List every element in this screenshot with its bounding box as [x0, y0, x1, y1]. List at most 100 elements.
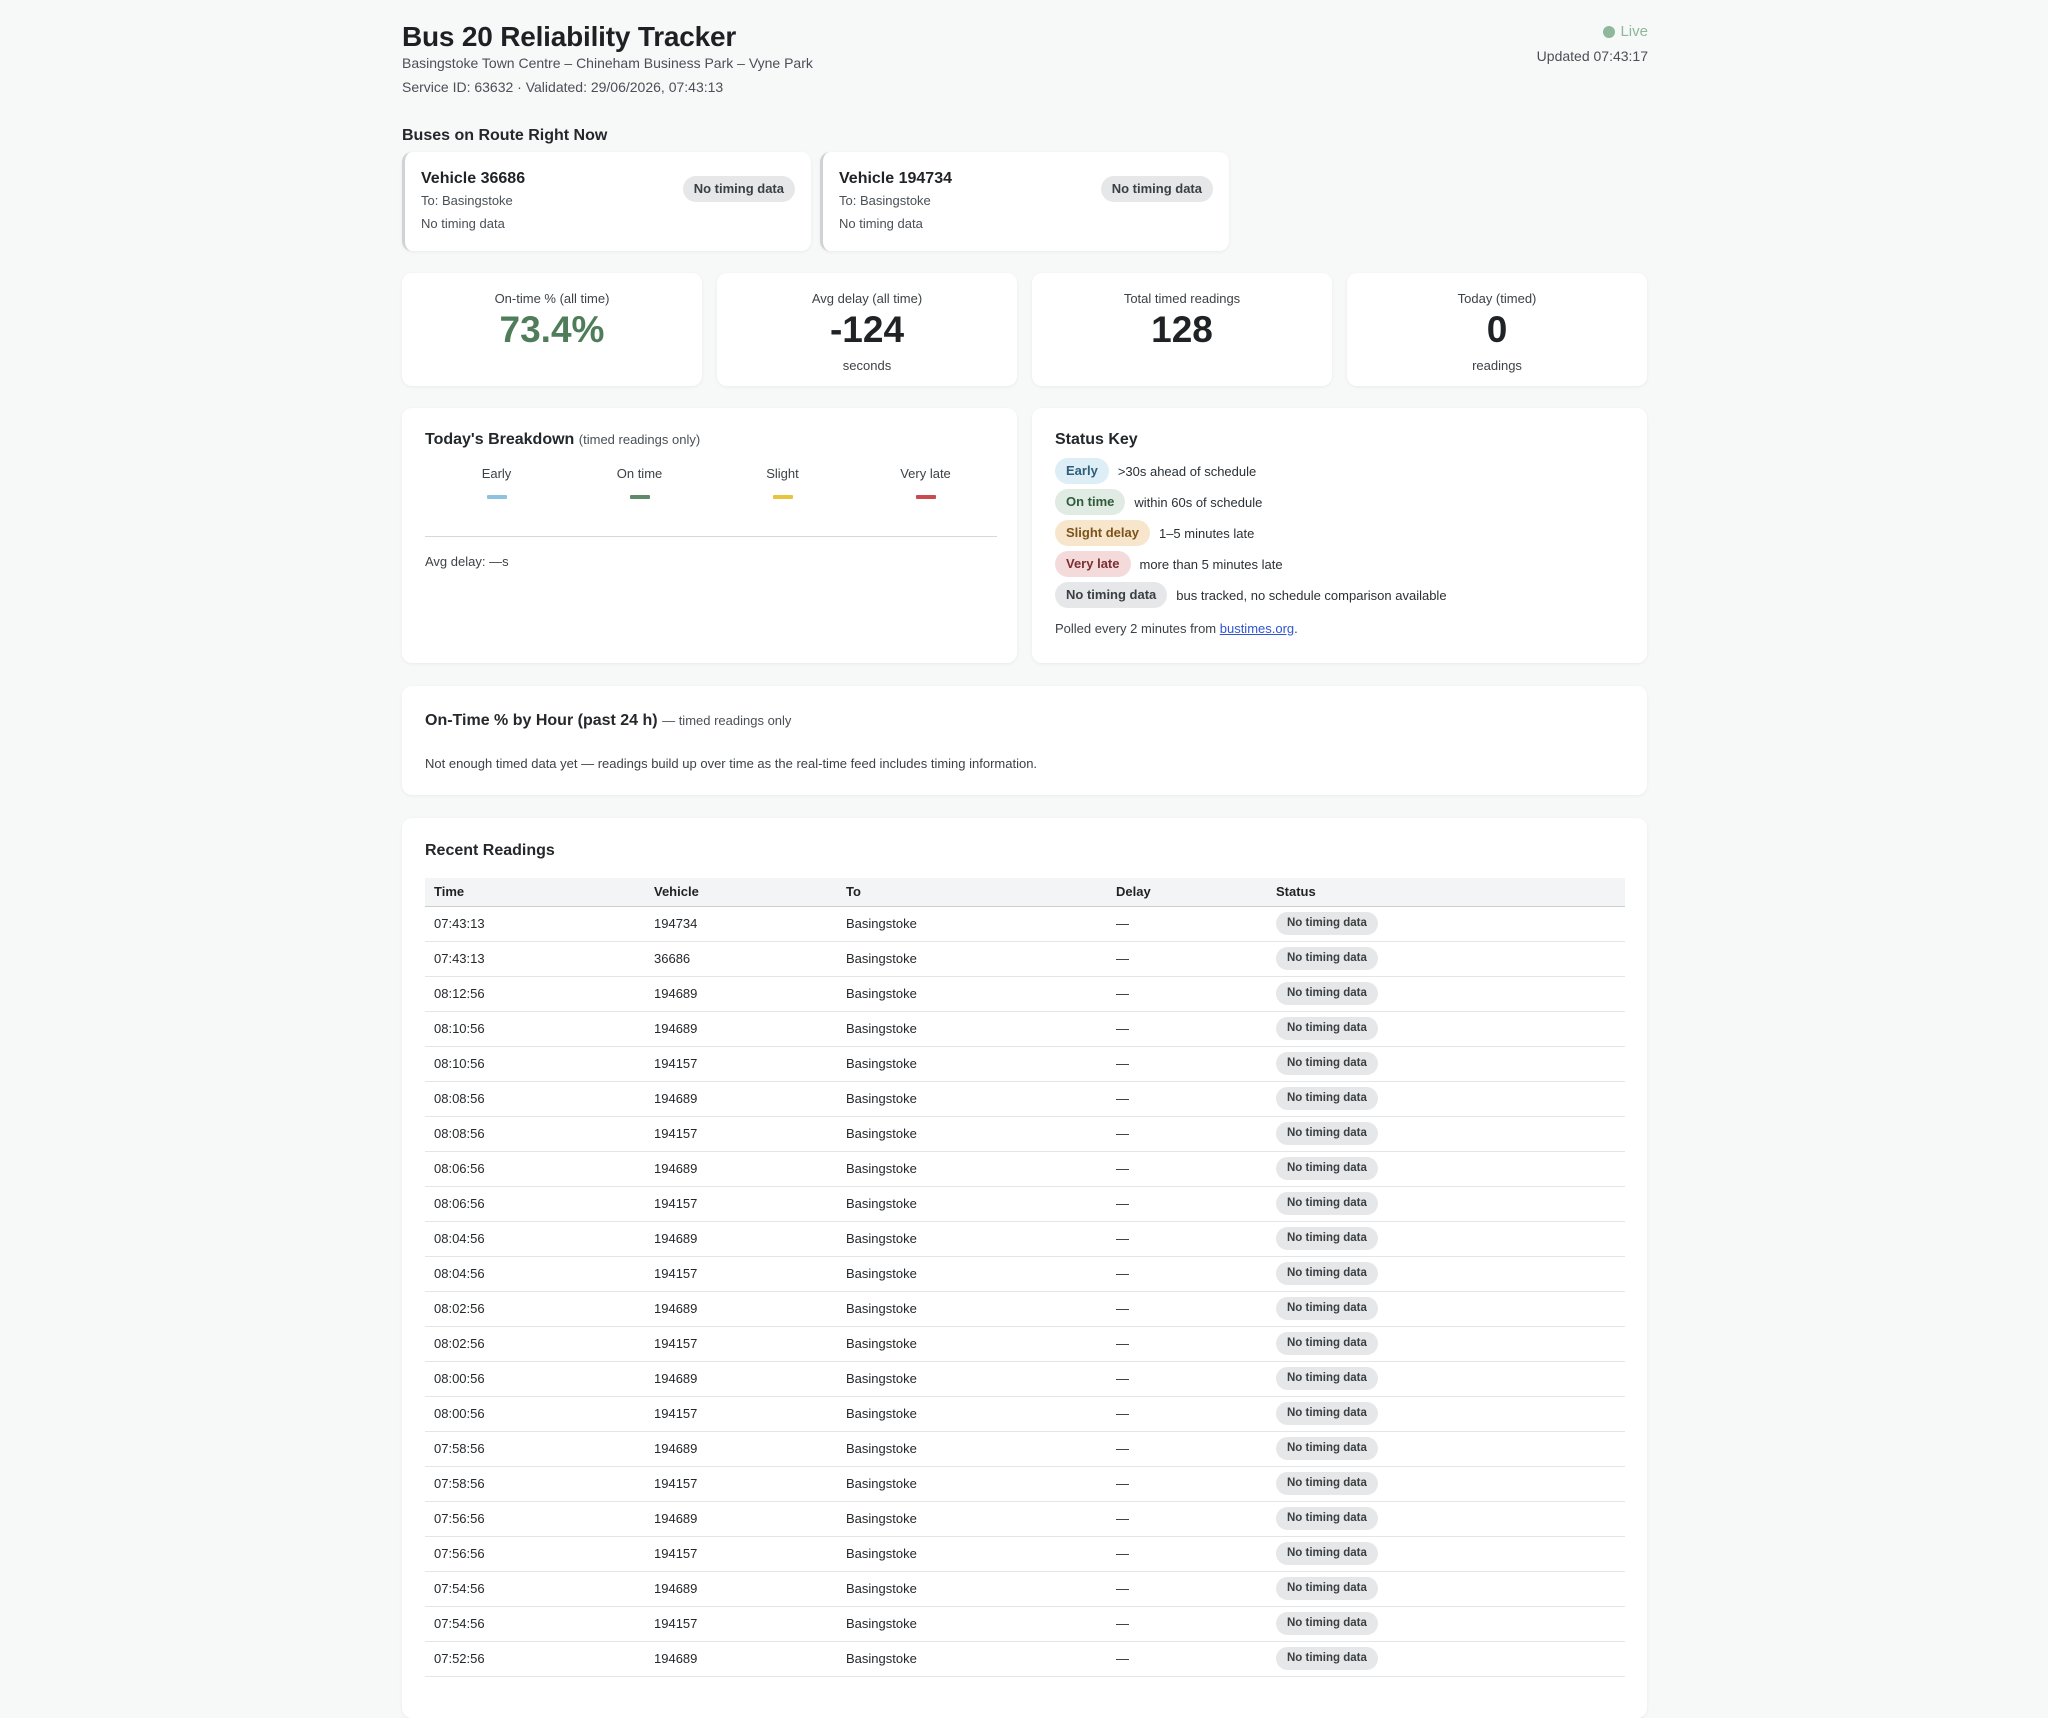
- vehicle-card: Vehicle 36686 To: Basingstoke No timing …: [402, 152, 811, 251]
- status-badge: No timing data: [1276, 1332, 1378, 1355]
- status-key-desc: 1–5 minutes late: [1158, 525, 1255, 541]
- col-header-delay: Delay: [1107, 878, 1267, 907]
- status-badge: No timing data: [1276, 1472, 1378, 1495]
- table-row: 07:43:13 36686 Basingstoke — No timing data: [425, 941, 1625, 977]
- col-header-to: To: [837, 878, 1107, 907]
- cell-status: No timing data: [1267, 1536, 1625, 1572]
- cell-vehicle: 194689: [645, 1081, 837, 1117]
- status-badge: No timing data: [1100, 176, 1213, 202]
- table-row: 08:08:56 194689 Basingstoke — No timing data: [425, 1081, 1625, 1117]
- cell-time: 08:04:56: [425, 1256, 645, 1292]
- cell-time: 07:56:56: [425, 1536, 645, 1572]
- cell-to: Basingstoke: [837, 1326, 1107, 1362]
- breakdown-label: On time: [616, 466, 663, 481]
- cell-status: No timing data: [1267, 1326, 1625, 1362]
- page-title: Bus 20 Reliability Tracker: [402, 21, 737, 52]
- status-badge-verylate: Very late: [1055, 551, 1131, 577]
- vehicle-status-text: No timing data: [421, 216, 505, 231]
- cell-vehicle: 194157: [645, 1466, 837, 1502]
- cell-vehicle: 194689: [645, 976, 837, 1012]
- breakdown-heading: Today's Breakdown (timed readings only): [425, 431, 700, 449]
- cell-to: Basingstoke: [837, 976, 1107, 1012]
- cell-status: No timing data: [1267, 1571, 1625, 1607]
- cell-delay: —: [1107, 1221, 1267, 1257]
- table-row: 08:02:56 194689 Basingstoke — No timing data: [425, 1291, 1625, 1327]
- vehicle-card: Vehicle 194734 To: Basingstoke No timing…: [820, 152, 1229, 251]
- status-badge: No timing data: [1276, 982, 1378, 1005]
- stat-cards: On-time % (all time) 73.4% Avg delay (al…: [402, 273, 1648, 386]
- cell-status: No timing data: [1267, 906, 1625, 942]
- cell-status: No timing data: [1267, 1256, 1625, 1292]
- cell-vehicle: 194157: [645, 1536, 837, 1572]
- status-badge: No timing data: [1276, 1507, 1378, 1530]
- status-key-desc: within 60s of schedule: [1134, 494, 1263, 510]
- cell-status: No timing data: [1267, 1361, 1625, 1397]
- cell-time: 08:04:56: [425, 1221, 645, 1257]
- vehicle-cards: Vehicle 36686 To: Basingstoke No timing …: [402, 152, 1648, 251]
- breakdown-columns: Early On time Slight Very late: [425, 466, 997, 499]
- table-row: 07:56:56 194157 Basingstoke — No timing data: [425, 1536, 1625, 1572]
- vehicle-name: Vehicle 36686: [421, 170, 526, 187]
- table-row: 07:43:13 194734 Basingstoke — No timing data: [425, 906, 1625, 942]
- table-row: 07:52:56 194689 Basingstoke — No timing data: [425, 1641, 1625, 1677]
- cell-delay: —: [1107, 1641, 1267, 1677]
- stat-value: 128: [1151, 309, 1213, 350]
- cell-to: Basingstoke: [837, 906, 1107, 942]
- cell-to: Basingstoke: [837, 941, 1107, 977]
- cell-delay: —: [1107, 976, 1267, 1012]
- status-badge: No timing data: [1276, 1402, 1378, 1425]
- breakdown-avg-delay: Avg delay: —s: [425, 554, 509, 569]
- vehicle-destination: To: Basingstoke: [839, 193, 931, 208]
- vehicle-name: Vehicle 194734: [839, 170, 952, 187]
- cell-delay: —: [1107, 1501, 1267, 1537]
- status-badge: No timing data: [1276, 1367, 1378, 1390]
- cell-status: No timing data: [1267, 1606, 1625, 1642]
- cell-vehicle: 36686: [645, 941, 837, 977]
- table-row: 07:54:56 194689 Basingstoke — No timing data: [425, 1571, 1625, 1607]
- stat-unit: seconds: [842, 358, 892, 373]
- cell-time: 08:06:56: [425, 1186, 645, 1222]
- hourly-title: On-Time % by Hour (past 24 h): [425, 712, 658, 729]
- breakdown-label: Early: [481, 466, 512, 481]
- table-row: 08:10:56 194157 Basingstoke — No timing data: [425, 1046, 1625, 1082]
- cell-status: No timing data: [1267, 1396, 1625, 1432]
- breakdown-bar: [915, 495, 936, 499]
- cell-vehicle: 194157: [645, 1256, 837, 1292]
- cell-vehicle: 194157: [645, 1326, 837, 1362]
- breakdown-panel: Today's Breakdown (timed readings only) …: [402, 408, 1017, 663]
- breakdown-col-verylate: Very late: [854, 466, 997, 499]
- cell-vehicle: 194689: [645, 1641, 837, 1677]
- panels-row: Today's Breakdown (timed readings only) …: [402, 408, 1648, 663]
- breakdown-title: Today's Breakdown: [425, 431, 575, 448]
- cell-to: Basingstoke: [837, 1291, 1107, 1327]
- cell-to: Basingstoke: [837, 1081, 1107, 1117]
- cell-time: 07:56:56: [425, 1501, 645, 1537]
- stat-card-ontime: On-time % (all time) 73.4%: [402, 273, 702, 386]
- cell-delay: —: [1107, 1256, 1267, 1292]
- table-row: 08:04:56 194689 Basingstoke — No timing data: [425, 1221, 1625, 1257]
- status-badge: No timing data: [1276, 1297, 1378, 1320]
- cell-time: 08:10:56: [425, 1011, 645, 1047]
- cell-delay: —: [1107, 1011, 1267, 1047]
- status-key-item: No timing data bus tracked, no schedule …: [1055, 582, 1447, 608]
- status-badge: No timing data: [1276, 947, 1378, 970]
- status-key-title: Status Key: [1055, 431, 1138, 448]
- polling-text: Polled every 2 minutes from: [1055, 621, 1220, 636]
- live-indicator: Live: [1603, 23, 1648, 40]
- readings-table: Time Vehicle To Delay Status 07:43:13 194…: [425, 878, 1625, 1677]
- table-row: 08:10:56 194689 Basingstoke — No timing data: [425, 1011, 1625, 1047]
- cell-status: No timing data: [1267, 1501, 1625, 1537]
- breakdown-subtitle: (timed readings only): [578, 432, 701, 447]
- status-badge: No timing data: [1276, 1577, 1378, 1600]
- table-row: 07:58:56 194157 Basingstoke — No timing data: [425, 1466, 1625, 1502]
- recent-title: Recent Readings: [425, 842, 555, 859]
- cell-time: 08:12:56: [425, 976, 645, 1012]
- cell-vehicle: 194157: [645, 1046, 837, 1082]
- cell-vehicle: 194689: [645, 1361, 837, 1397]
- bustimes-link[interactable]: bustimes.org: [1219, 621, 1295, 636]
- hourly-panel: On-Time % by Hour (past 24 h) — timed re…: [402, 686, 1647, 795]
- cell-time: 08:10:56: [425, 1046, 645, 1082]
- cell-vehicle: 194689: [645, 1011, 837, 1047]
- cell-status: No timing data: [1267, 1116, 1625, 1152]
- cell-status: No timing data: [1267, 1151, 1625, 1187]
